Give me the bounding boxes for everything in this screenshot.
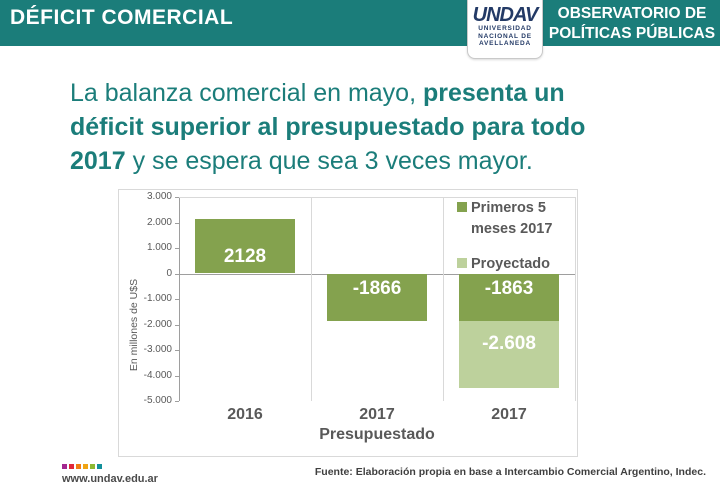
brand-dot	[69, 464, 74, 469]
observatory-line1: OBSERVATORIO DE	[557, 5, 707, 22]
bar-value-label: -1863	[484, 277, 534, 299]
category-gridline	[311, 197, 312, 401]
chart-legend: Primeros 5 meses 2017 Proyectado	[457, 198, 552, 275]
headline-line: déficit superior al presupuestado para t…	[70, 113, 586, 141]
x-axis-label-2017-presupuestado: 2017 Presupuestado	[319, 406, 435, 443]
observatory-line2: POLÍTICAS PÚBLICAS	[548, 24, 716, 42]
category-gridline	[443, 197, 444, 401]
legend-label: Primeros 5 meses 2017	[471, 200, 553, 237]
x-axis-label-2016: 2016	[227, 406, 263, 423]
y-tick-mark	[175, 401, 179, 402]
bar-2017-proyectado: -2.608	[459, 321, 559, 388]
plot-top-border	[179, 197, 576, 198]
x-axis-label-2017: 2017	[491, 406, 527, 423]
headline-line: La balanza comercial en mayo, presenta u…	[70, 79, 565, 107]
page-title: DÉFICIT COMERCIAL	[10, 6, 234, 29]
y-tick-label: 1.000	[146, 242, 172, 253]
legend-swatch-icon	[457, 202, 467, 212]
brand-dot	[90, 464, 95, 469]
y-tick-mark	[175, 299, 179, 300]
y-tick-label: -5.000	[143, 395, 172, 406]
bar-chart: En millones de U$S 3.000 2.000 1.000 0 -1.00…	[118, 189, 578, 457]
undav-logo-line3: AVELLANEDA	[479, 40, 531, 47]
undav-logo-line1: UNIVERSIDAD	[478, 25, 532, 32]
bar-2017-presupuestado-primeros5: -1866	[327, 273, 427, 322]
y-axis-line	[179, 197, 180, 401]
chart-plot-area: En millones de U$S 3.000 2.000 1.000 0 -1.00…	[119, 190, 577, 456]
legend-item: Proyectado	[457, 254, 552, 275]
undav-logo-acronym: UNDAV	[472, 4, 539, 26]
website-link[interactable]: www.undav.edu.ar	[62, 473, 158, 485]
bar-2016-primeros5: 2128	[195, 219, 295, 274]
y-tick-mark	[175, 350, 179, 351]
y-tick-mark	[175, 197, 179, 198]
undav-logo-line2: NACIONAL DE	[478, 32, 532, 40]
undav-logo: UNDAV UNIVERSIDAD NACIONAL DE AVELLANEDA	[467, 0, 543, 59]
category-gridline	[575, 197, 576, 401]
legend-item: Primeros 5 meses 2017	[457, 198, 552, 240]
bar-2017-primeros5: -1863	[459, 273, 559, 321]
y-tick-label: 3.000	[146, 191, 172, 202]
headline: La balanza comercial en mayo, presenta u…	[70, 76, 670, 178]
y-tick-label: -3.000	[143, 344, 172, 355]
bar-value-label: 2128	[223, 246, 267, 268]
y-tick-mark	[175, 375, 179, 377]
bar-value-label: -2.608	[482, 333, 536, 354]
legend-swatch-icon	[457, 258, 467, 268]
y-tick-mark	[175, 248, 179, 249]
y-tick-mark	[175, 324, 179, 326]
brand-dot	[97, 464, 102, 469]
brand-color-dots	[62, 464, 102, 469]
bar-value-label: -1866	[352, 277, 402, 299]
y-tick-label: -4.000	[143, 369, 172, 381]
source-note: Fuente: Elaboración propia en base a Int…	[314, 466, 706, 478]
y-tick-label: 2.000	[146, 216, 172, 228]
y-tick-label: -2.000	[143, 318, 172, 330]
headline-line: 2017 y se espera que sea 3 veces mayor.	[70, 147, 533, 175]
y-tick-label: 0	[166, 267, 172, 279]
legend-label: Proyectado	[471, 256, 550, 272]
observatory-label: OBSERVATORIO DE POLÍTICAS PÚBLICAS	[548, 4, 716, 43]
brand-dot	[76, 464, 81, 469]
y-tick-mark	[175, 222, 179, 224]
header-bar: DÉFICIT COMERCIAL	[0, 0, 720, 46]
y-tick-mark	[175, 273, 179, 275]
brand-dot	[62, 464, 67, 469]
y-tick-label: -1.000	[143, 293, 172, 304]
brand-dot	[83, 464, 88, 469]
